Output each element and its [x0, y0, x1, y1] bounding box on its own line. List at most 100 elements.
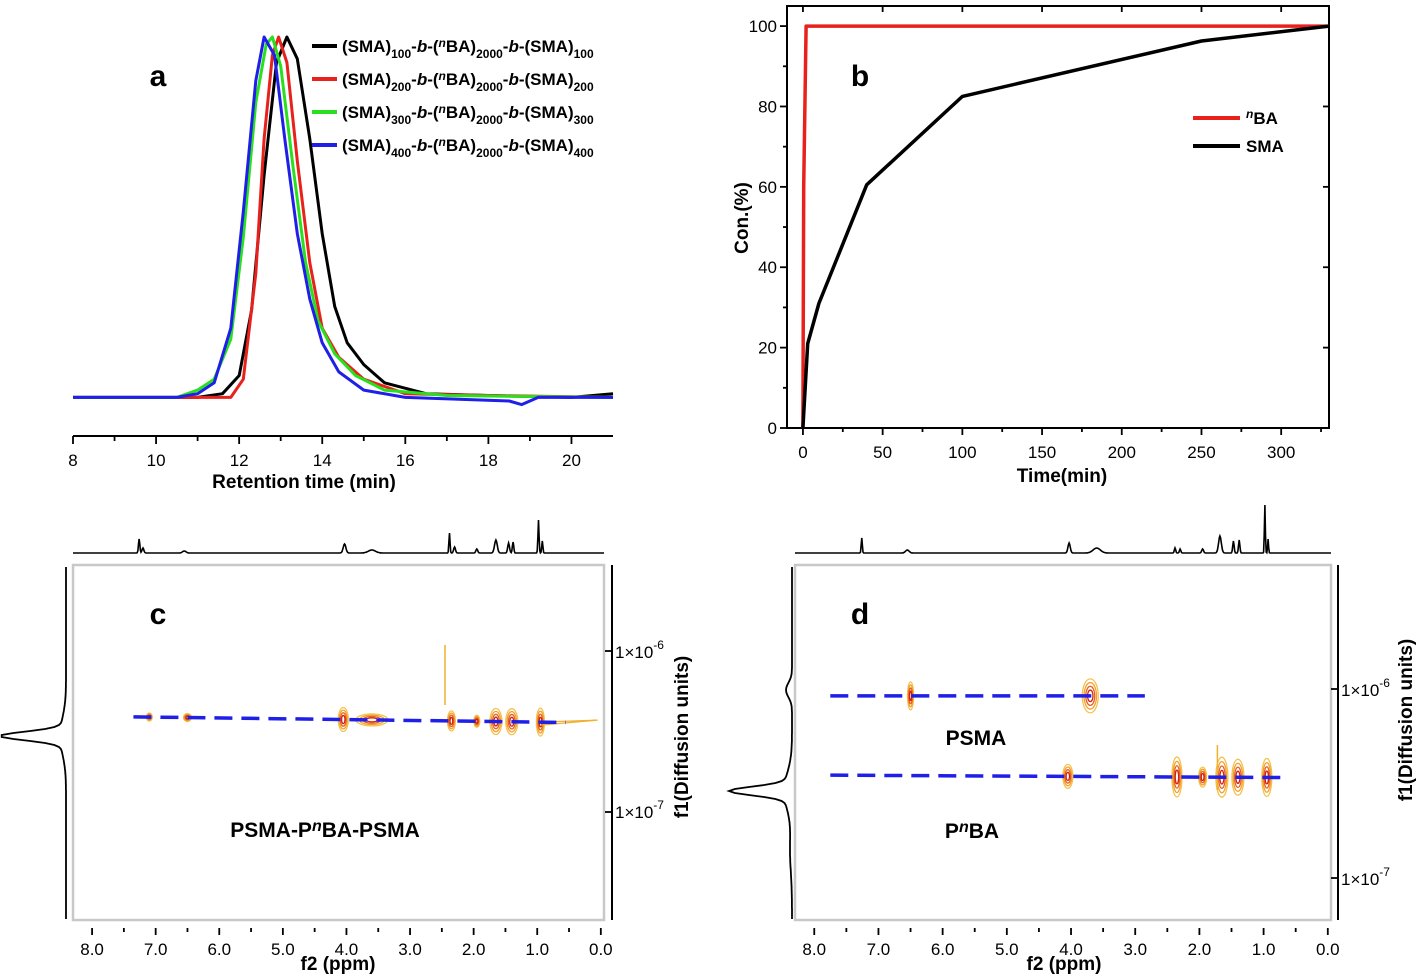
panel-b-ytick-label-60: 60 [758, 178, 777, 197]
panel-a-letter: a [150, 60, 167, 93]
panel-d-x-ticks: 8.0 7.0 6.0 5.0 4.0 3.0 2.0 1.0 0.0 [802, 928, 1340, 959]
panel-d-contour-pnba-2.35-level-3 [1174, 769, 1180, 785]
legend-text-part: 400 [574, 146, 594, 160]
panel-c-trend-line [133, 715, 566, 725]
panel-a: 8 10 12 14 16 18 20 Retention time (min) a (SM… [68, 35, 614, 493]
panel-c-letter: c [150, 598, 167, 631]
panel-d-contour-pnba-1.95-level-3 [1200, 773, 1205, 782]
legend-text-part: -b-(SMA) [503, 37, 574, 56]
panel-c-xtick-label-5: 5.0 [271, 940, 295, 959]
legend-text-part: -b-(SMA) [503, 103, 574, 122]
legend-text-seg: -( [427, 70, 439, 89]
panel-a-xtick-label-12: 12 [230, 451, 249, 470]
panel-b-ytick-label-100: 100 [749, 17, 777, 36]
legend-text-part: 300 [391, 113, 411, 127]
legend-text-part: n [439, 135, 446, 149]
panel-b-frame [786, 5, 1330, 429]
panel-d-annotation-pnba: PnBA [945, 819, 999, 843]
panel-d-contour-pnba-4.05-level-2 [1064, 769, 1072, 784]
panel-d-x-label: f2 (ppm) [1027, 954, 1102, 975]
panel-b-ytick-label-40: 40 [758, 258, 777, 277]
panel-d-ytick-label-1e-6: 1×10-6 [1341, 676, 1390, 700]
legend-text-seg: -(SMA) [519, 136, 574, 155]
panel-c-contour-4.05-level-3 [340, 714, 346, 725]
panel-b-xtick-label-300: 300 [1267, 443, 1295, 462]
panel-a-series-4 [73, 35, 613, 407]
panel-d-contour-psma-6.5-level-3 [908, 690, 913, 702]
panel-c-contours [145, 645, 598, 737]
panel-d-xtick-label-0: 0.0 [1316, 940, 1340, 959]
panel-d-contour-pnba-2.35-level-1 [1172, 760, 1182, 794]
panel-a-series-3 [73, 35, 614, 399]
legend-text-part: -b-( [411, 136, 439, 155]
panel-b-legend-label-ba: nBA [1246, 107, 1278, 128]
legend-text-seg: - [503, 37, 509, 56]
panel-c-ytick-label-1e-6: 1×10-6 [615, 638, 664, 662]
panel-c-xtick-label-6: 6.0 [207, 940, 231, 959]
legend-text-part: n [439, 69, 446, 83]
panel-c-y-label: f1(Diffusion units) [672, 656, 693, 819]
panel-c-x-ticks: 8.0 7.0 6.0 5.0 4.0 3.0 2.0 1.0 0.0 [80, 928, 613, 959]
panel-c-contour-2.35-level-3 [449, 716, 454, 725]
panel-b-curves [801, 24, 1330, 429]
panel-a-x-ticks: 8 10 12 14 16 18 20 [68, 436, 581, 470]
panel-b-ytick-label-0: 0 [768, 419, 777, 438]
legend-name: BA [1253, 109, 1278, 128]
panel-b-letter: b [851, 60, 869, 93]
legend-text-part: (SMA) [342, 103, 391, 122]
legend-text-seg: - [503, 70, 509, 89]
panel-b-xtick-label-100: 100 [948, 443, 976, 462]
legend-text-part: BA) [446, 103, 476, 122]
panel-c-ytick-label-1e-7: 1×10-7 [615, 798, 664, 822]
legend-text-part: 300 [574, 113, 594, 127]
panel-d-left-projection [726, 567, 793, 919]
legend-text-part: BA) [446, 136, 476, 155]
legend-text-part: 100 [574, 47, 594, 61]
panel-a-legend-label-3: (SMA)300-b-(nBA)2000-b-(SMA)300 [342, 102, 594, 127]
legend-italic-b: b [508, 70, 518, 89]
panel-a-x-label: Retention time (min) [212, 472, 396, 493]
panel-b-xtick-label-250: 250 [1187, 443, 1215, 462]
legend-text-part: -b-(SMA) [503, 70, 574, 89]
panel-d-xtick-label-8: 8.0 [802, 940, 826, 959]
legend-text-part: -b-( [411, 37, 439, 56]
panel-d-xtick-label-3: 3.0 [1123, 940, 1147, 959]
panel-c-xtick-label-1: 1.0 [525, 940, 549, 959]
panel-a-series-2 [73, 35, 614, 399]
panel-d-right-axis: 1×10-6 1×10-7 f1(Diffusion units) [1331, 565, 1417, 920]
panel-a-legend-label-2: (SMA)200-b-(nBA)2000-b-(SMA)200 [342, 69, 594, 94]
legend-text-part: -b-( [411, 103, 439, 122]
panel-b-legend-label-sma: SMA [1246, 137, 1284, 156]
panel-c-contour-tail [540, 719, 598, 726]
panel-c-top-1d-spectrum [73, 519, 604, 555]
panel-c-contour-3.6-level-3 [365, 717, 378, 723]
panel-d: 8.0 7.0 6.0 5.0 4.0 3.0 2.0 1.0 0.0 1×10-6 1×10-… [726, 504, 1417, 975]
legend-text-part: (SMA) [342, 70, 391, 89]
panel-c: 8.0 7.0 6.0 5.0 4.0 3.0 2.0 1.0 0.0 1×10-6 1×10-… [0, 519, 693, 975]
legend-text-seg: - [411, 70, 417, 89]
panel-b-x-label: Time(min) [1017, 466, 1107, 487]
legend-italic-b: b [417, 103, 427, 122]
panel-a-xtick-label-18: 18 [479, 451, 498, 470]
panel-b-xtick-label-0: 0 [798, 443, 807, 462]
panel-d-contour-pnba-4.05-level-3 [1065, 771, 1071, 782]
panel-d-contour-pnba-1.95-level-2 [1199, 770, 1206, 784]
panel-a-legend-label-4: (SMA)400-b-(nBA)2000-b-(SMA)400 [342, 135, 594, 160]
legend-text-part: 2000 [476, 113, 503, 127]
panel-b-y-label: Con.(%) [732, 182, 753, 254]
legend-text-seg: -(SMA) [519, 103, 574, 122]
legend-text-part: 200 [391, 80, 411, 94]
panel-b-xtick-label-200: 200 [1108, 443, 1136, 462]
panel-d-letter: d [851, 598, 869, 631]
legend-text-seg: - [503, 103, 509, 122]
legend-prefix: n [1246, 107, 1253, 121]
legend-text-seg: -( [427, 136, 439, 155]
legend-italic-b: b [417, 37, 427, 56]
panel-c-contour-1.95-level-3 [475, 718, 479, 724]
legend-text-part: 100 [391, 47, 411, 61]
panel-c-left-projection [0, 567, 67, 919]
panel-c-contour-2.35-level-2 [448, 714, 455, 728]
panel-d-ytick-label-1e-7: 1×10-7 [1341, 865, 1390, 889]
panel-a-xtick-label-20: 20 [562, 451, 581, 470]
